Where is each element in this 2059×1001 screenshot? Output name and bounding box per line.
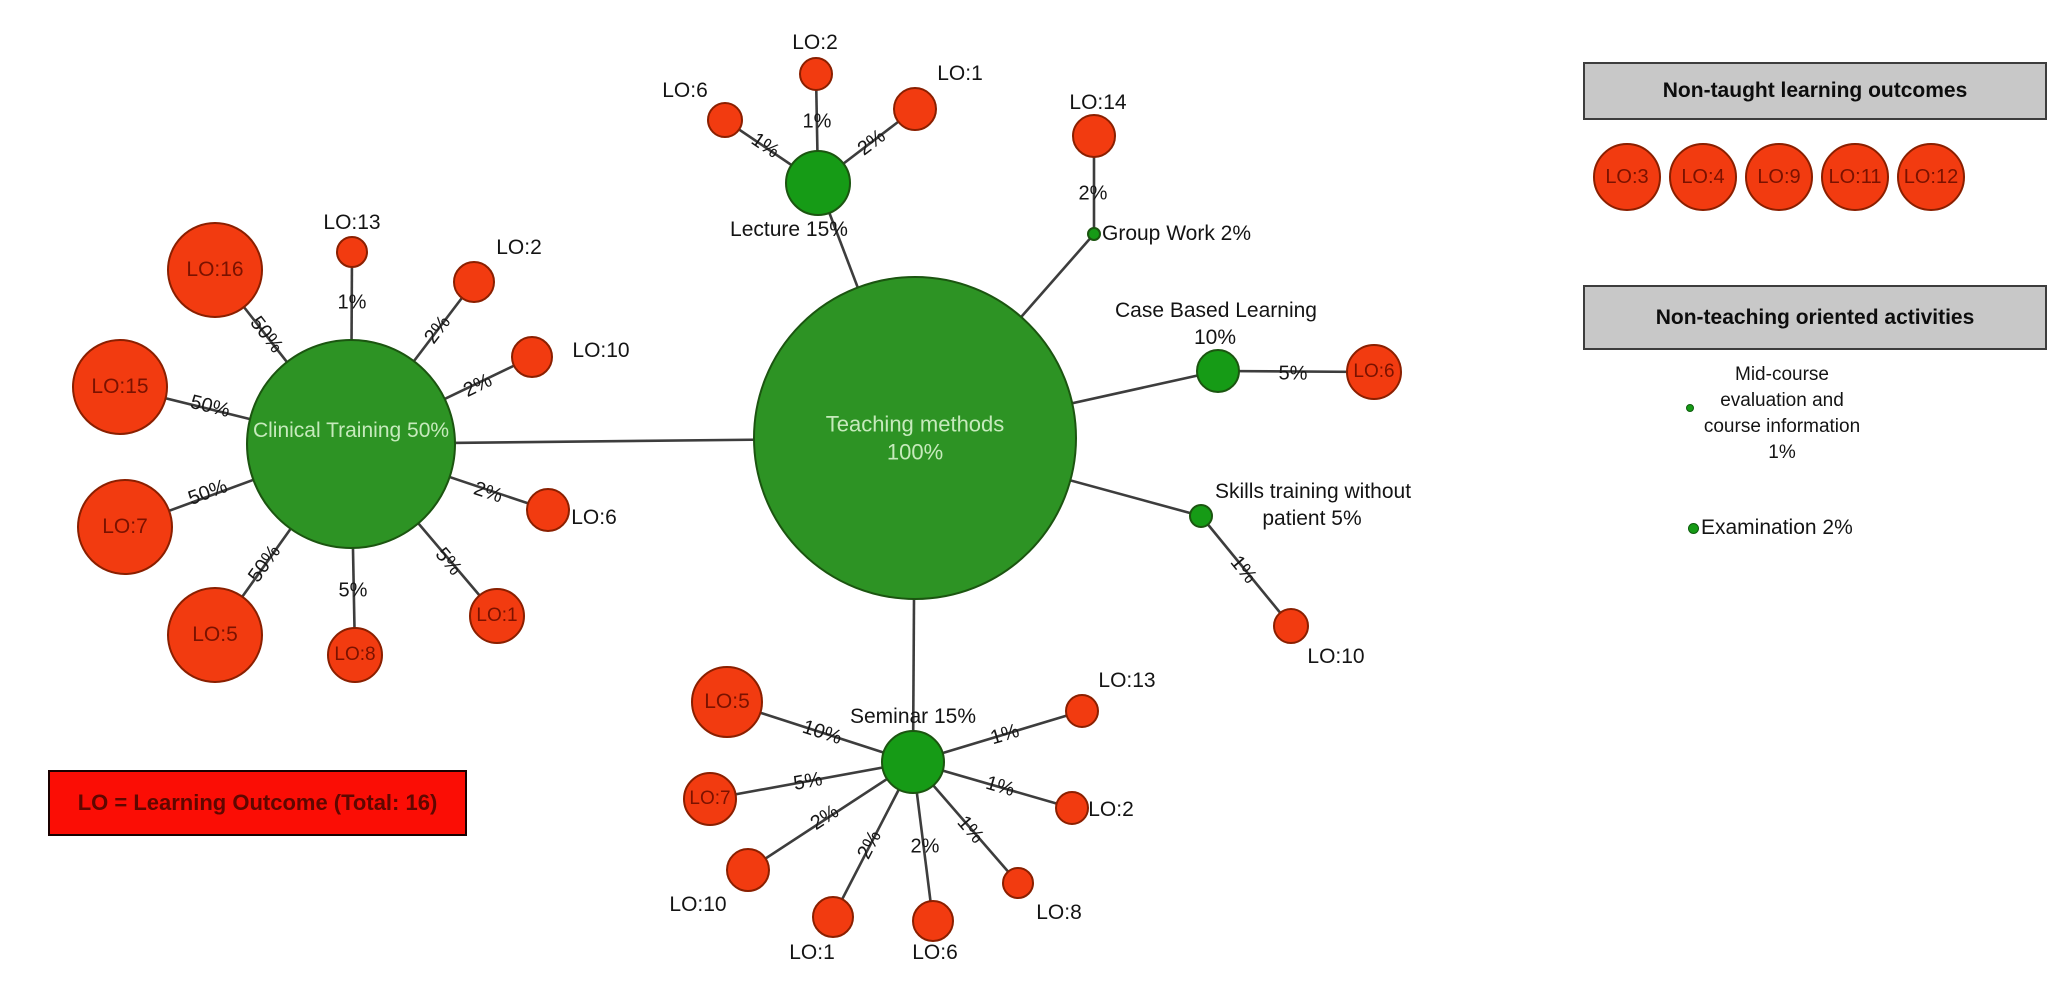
node-sem-lo6 (912, 900, 954, 942)
node-lec-lo6 (707, 102, 743, 138)
legend-non-taught-circles: LO:3 LO:4 LO:9 LO:11 LO:12 (1593, 143, 1965, 211)
legend-node-lo4: LO:4 (1669, 143, 1737, 211)
node-label-sem-lo7: LO:7 (689, 788, 731, 810)
label-lo-1: LO:1 (937, 62, 983, 85)
label-lo-8: LO:8 (1036, 901, 1082, 924)
node-clin-lo5 (167, 587, 263, 683)
edge-seminar-sem-lo10 (747, 760, 914, 872)
lo-abbreviation-note-text: LO = Learning Outcome (Total: 16) (77, 790, 438, 815)
node-clin-lo1 (469, 588, 525, 644)
edge-label-clinical-clin-lo13: 1% (337, 291, 367, 314)
edge-label-seminar-sem-lo6: 2% (910, 835, 940, 858)
node-sem-lo7 (683, 772, 737, 826)
legend-node-lo12: LO:12 (1897, 143, 1965, 211)
legend-non-teaching-box: Non-teaching oriented activities (1583, 285, 2047, 350)
label-lo-2: LO:2 (792, 31, 838, 54)
legend-node-lo9: LO:9 (1745, 143, 1813, 211)
label-lo-1: LO:1 (789, 941, 835, 964)
node-sem-lo13 (1065, 694, 1099, 728)
node-sem-lo1 (812, 896, 854, 938)
node-skills (1189, 504, 1213, 528)
node-cbl (1196, 349, 1240, 393)
node-groupwork (1087, 227, 1101, 241)
edge-label-lecture-lec-lo2: 1% (802, 110, 832, 133)
node-clin-lo13 (336, 236, 368, 268)
legend-node-lo3: LO:3 (1593, 143, 1661, 211)
node-clin-lo8 (327, 627, 383, 683)
label-lo-13: LO:13 (1098, 669, 1156, 692)
node-clin-lo16 (167, 222, 263, 318)
node-seminar (881, 730, 945, 794)
label-lo-6: LO:6 (662, 79, 708, 102)
node-sem-lo10 (726, 848, 770, 892)
label-seminar-15-: Seminar 15% (849, 705, 977, 728)
label-lo-6: LO:6 (571, 506, 617, 529)
edge-seminar-sem-lo7 (709, 760, 914, 801)
label-lo-14: LO:14 (1069, 91, 1127, 114)
midcourse-label: Mid-course evaluation and course informa… (1703, 364, 1861, 463)
node-label-cbl-lo6: LO:6 (1353, 361, 1395, 383)
label-lo-10: LO:10 (669, 893, 727, 916)
node-cbl-lo6 (1346, 344, 1402, 400)
node-label-sem-lo5: LO:5 (704, 689, 750, 713)
edge-label-cbl-cbl-lo6: 5% (1278, 362, 1308, 385)
node-lo14 (1072, 114, 1116, 158)
legend-non-taught-title: Non-taught learning outcomes (1662, 79, 1968, 102)
edge-skills-skills-lo10 (1199, 515, 1293, 627)
legend-node-lo11: LO:11 (1821, 143, 1889, 211)
label-lo-13: LO:13 (323, 211, 381, 234)
node-sem-lo8 (1002, 867, 1034, 899)
label-lo-2: LO:2 (496, 236, 542, 259)
label-lo-2: LO:2 (1088, 798, 1134, 821)
node-lec-lo1 (893, 87, 937, 131)
node-label-clin-lo16: LO:16 (186, 257, 244, 281)
edge-label-lo14-groupwork: 2% (1078, 182, 1108, 205)
node-clin-lo15 (72, 339, 168, 435)
node-label-clin-lo5: LO:5 (192, 622, 238, 646)
label-lo-10: LO:10 (1307, 645, 1365, 668)
label-lecture-15-: Lecture 15% (730, 218, 848, 241)
node-lecture (785, 150, 851, 216)
node-label-clin-lo1: LO:1 (476, 605, 518, 627)
node-clinical (246, 339, 456, 549)
examination-label: Examination 2% (1701, 516, 1853, 539)
node-skills-lo10 (1273, 608, 1309, 644)
label-lo-10: LO:10 (572, 339, 630, 362)
node-label-clinical: Clinical Training 50% (252, 418, 450, 442)
legend-non-teaching-title: Non-teaching oriented activities (1655, 305, 1975, 329)
node-label-clin-lo8: LO:8 (334, 644, 376, 666)
label-patient-5-: patient 5% (1262, 507, 1362, 530)
label-lo-6: LO:6 (912, 941, 958, 964)
label-case-based-learning: Case Based Learning (1115, 299, 1317, 322)
node-clin-lo7 (77, 479, 173, 575)
node-sem-lo2 (1055, 791, 1089, 825)
node-lec-lo2 (799, 57, 833, 91)
label-skills-training-without: Skills training without (1214, 480, 1412, 503)
node-teaching (753, 276, 1077, 600)
node-clin-lo2 (453, 261, 495, 303)
lo-abbreviation-note: LO = Learning Outcome (Total: 16) (48, 770, 467, 836)
legend-non-taught-box: Non-taught learning outcomes (1583, 62, 2047, 120)
examination-dot-icon (1688, 523, 1699, 534)
label-group-work-2-: Group Work 2% (1102, 222, 1251, 245)
node-sem-lo5 (691, 666, 763, 738)
node-label-teaching: Teaching methods 100% (825, 411, 1005, 465)
midcourse-dot-icon (1686, 404, 1694, 412)
node-clin-lo10 (511, 336, 553, 378)
node-clin-lo6 (526, 488, 570, 532)
label-10-: 10% (1193, 326, 1237, 349)
node-label-clin-lo7: LO:7 (102, 514, 148, 538)
node-label-clin-lo15: LO:15 (91, 374, 149, 398)
edge-label-clinical-clin-lo8: 5% (338, 579, 368, 602)
